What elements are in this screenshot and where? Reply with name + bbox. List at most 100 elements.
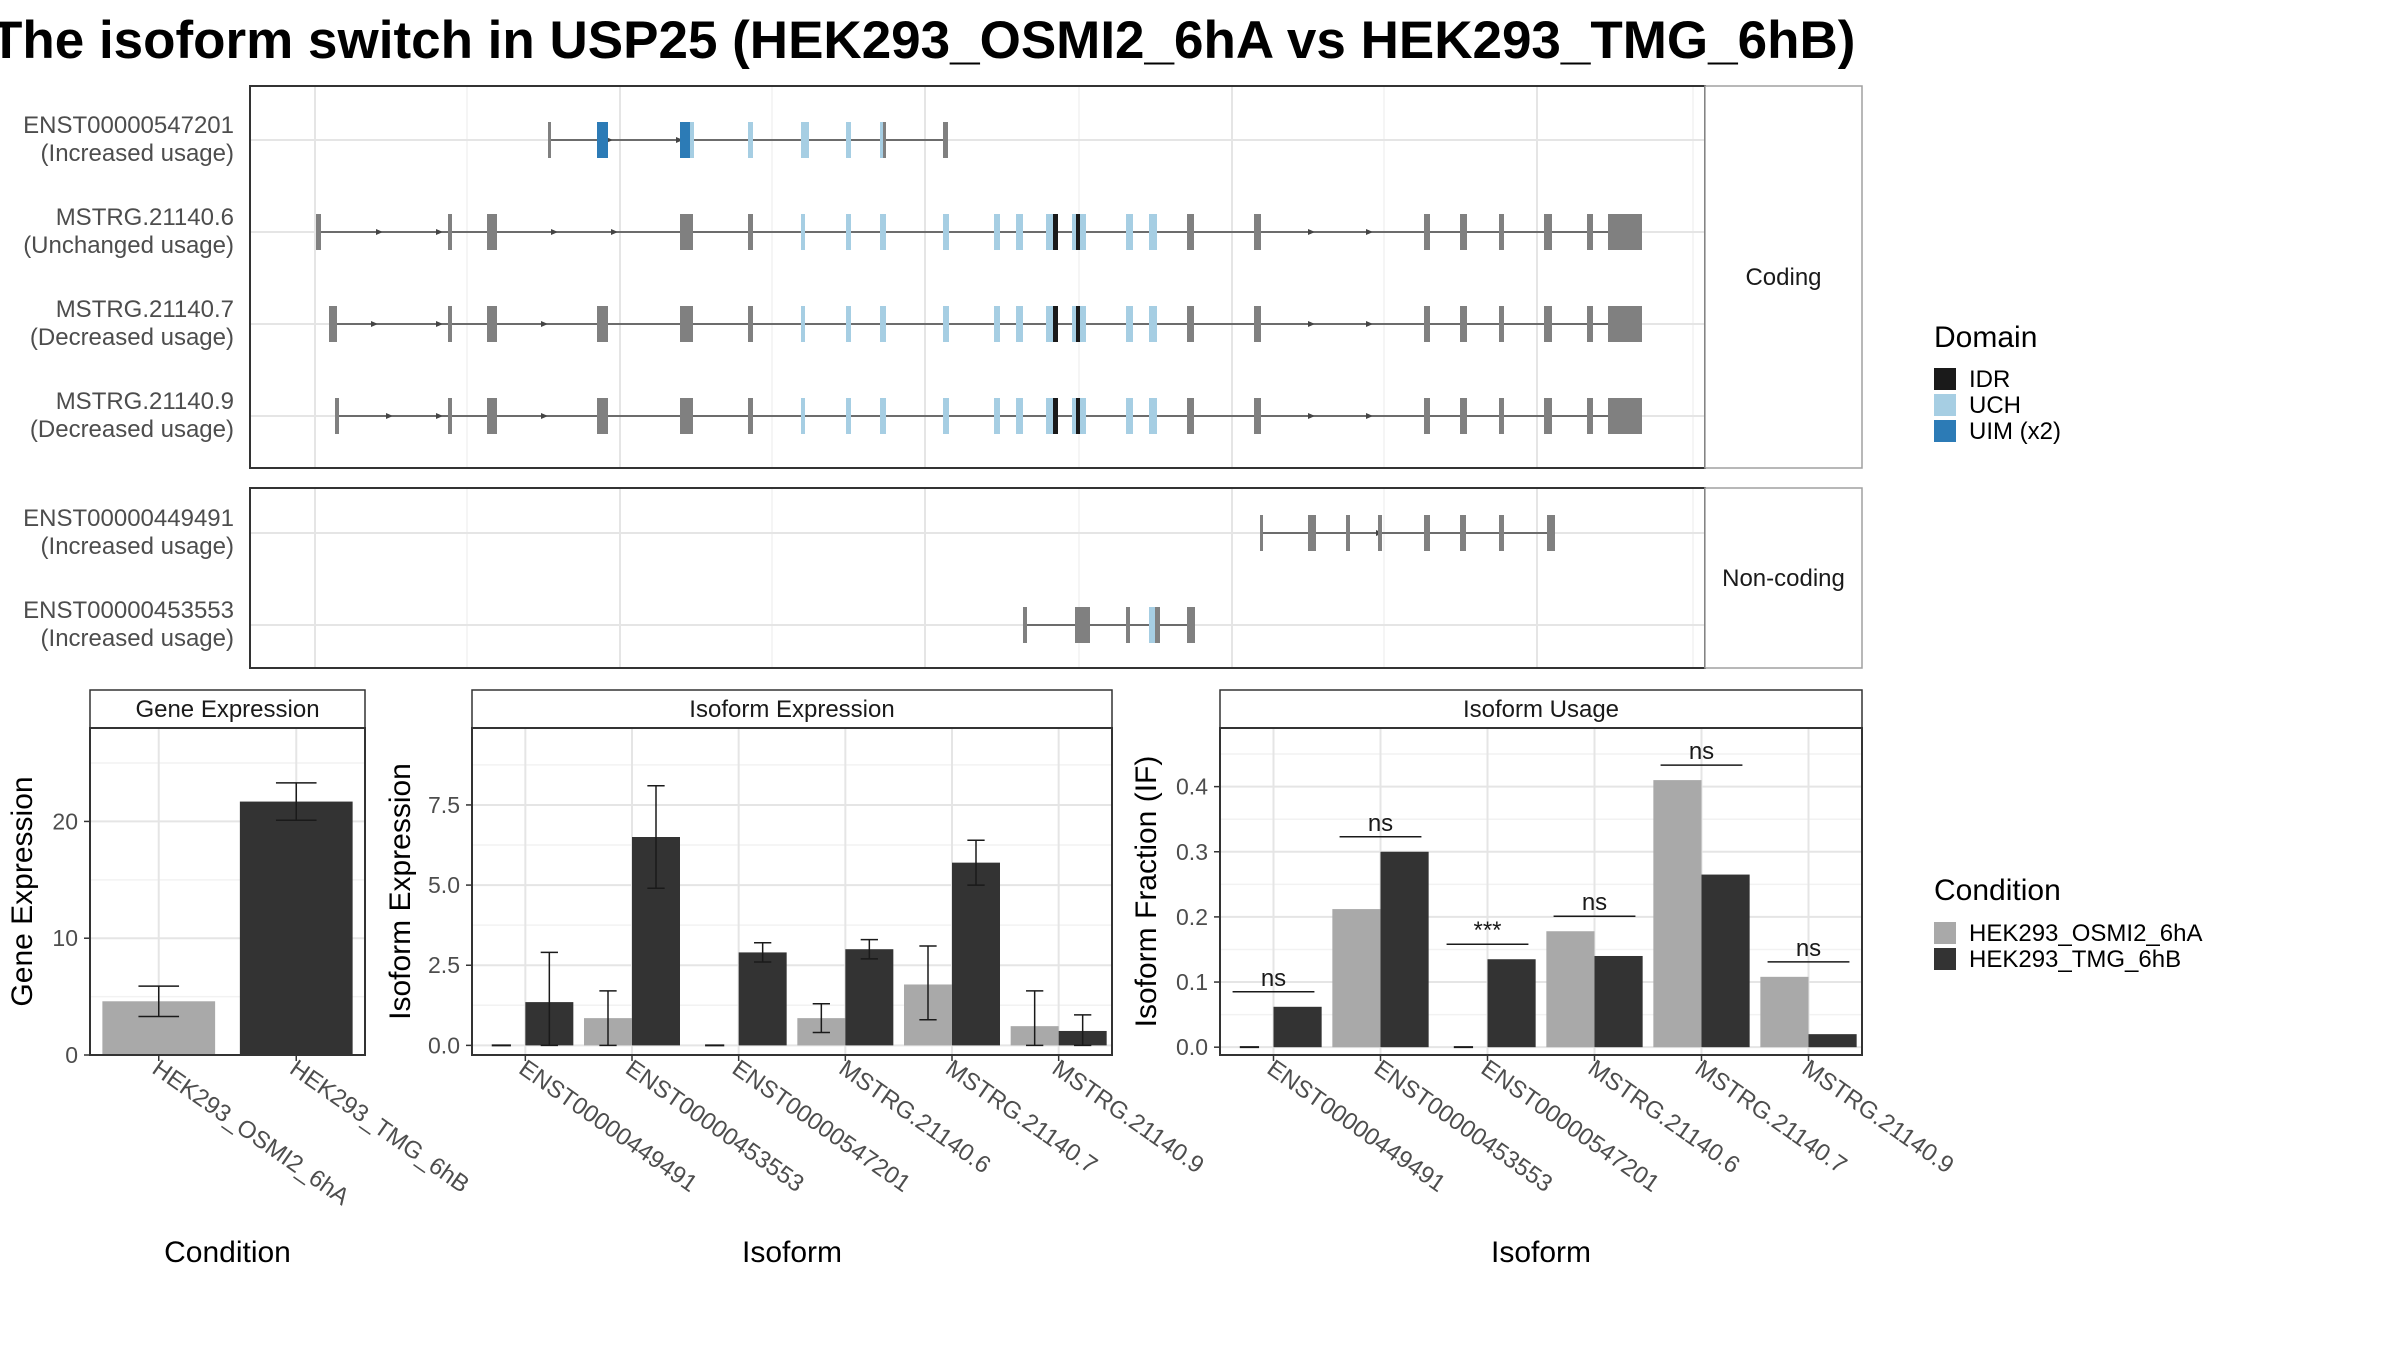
exon bbox=[1424, 398, 1430, 434]
exon bbox=[748, 398, 753, 434]
exon bbox=[680, 398, 693, 434]
x-tick-label: ENST00000449491 bbox=[1262, 1055, 1450, 1198]
uch-domain bbox=[801, 214, 805, 250]
uim-domain bbox=[597, 122, 608, 158]
exon bbox=[1346, 515, 1350, 551]
domain-legend-label: UCH bbox=[1969, 392, 2021, 419]
idr-domain bbox=[1053, 306, 1058, 342]
exon bbox=[1187, 306, 1194, 342]
exon bbox=[1254, 306, 1261, 342]
facet-background bbox=[250, 488, 1705, 668]
plot-background bbox=[472, 728, 1112, 1055]
x-tick-label: ENST00000453553 bbox=[621, 1055, 809, 1198]
uch-domain bbox=[1149, 306, 1157, 342]
significance-label: ns bbox=[1689, 738, 1714, 765]
transcript-usage-label: (Increased usage) bbox=[41, 625, 234, 652]
uch-domain bbox=[1046, 306, 1053, 342]
exon bbox=[1187, 214, 1194, 250]
significance-label: ns bbox=[1796, 935, 1821, 962]
exon bbox=[1460, 306, 1467, 342]
exon bbox=[448, 306, 452, 342]
panel-strip bbox=[471, 689, 1113, 729]
uch-domain bbox=[1072, 398, 1076, 434]
y-axis-title: Gene Expression bbox=[6, 776, 39, 1006]
panel-title: Gene Expression bbox=[135, 696, 319, 723]
direction-arrow bbox=[1308, 413, 1315, 419]
direction-arrow bbox=[541, 413, 548, 419]
transcript-label: ENST00000449491 bbox=[23, 505, 234, 532]
exon bbox=[1424, 306, 1430, 342]
uch-domain bbox=[880, 214, 886, 250]
panel-strip bbox=[89, 689, 366, 729]
bar bbox=[845, 949, 894, 1046]
bar bbox=[952, 862, 1000, 1046]
direction-arrow bbox=[541, 321, 548, 327]
transcript-usage-label: (Increased usage) bbox=[41, 140, 234, 167]
direction-arrow bbox=[1366, 321, 1373, 327]
bar bbox=[1380, 851, 1429, 1048]
transcript-label: MSTRG.21140.9 bbox=[56, 388, 234, 415]
transcript-label: MSTRG.21140.6 bbox=[56, 204, 234, 231]
condition-legend-key bbox=[1934, 922, 1956, 944]
bar bbox=[1653, 780, 1702, 1048]
significance-label: ns bbox=[1261, 965, 1286, 992]
exon bbox=[1075, 607, 1083, 643]
y-tick-label: 5.0 bbox=[428, 872, 460, 898]
panel-border bbox=[89, 727, 366, 1056]
y-tick-label: 0 bbox=[65, 1042, 78, 1068]
exon bbox=[1460, 398, 1467, 434]
exon bbox=[1608, 398, 1613, 434]
bar bbox=[1808, 1034, 1857, 1048]
exon bbox=[1424, 515, 1430, 551]
uch-domain bbox=[1080, 398, 1086, 434]
uch-domain bbox=[880, 122, 884, 158]
transcript-structure-plot: ENST00000547201(Increased usage) MSTRG.21… bbox=[23, 85, 1863, 669]
uch-domain bbox=[1046, 214, 1053, 250]
direction-arrow bbox=[1308, 229, 1315, 235]
exon bbox=[448, 214, 452, 250]
facet-background bbox=[250, 86, 1705, 468]
idr-domain bbox=[1076, 214, 1080, 250]
exon bbox=[1023, 607, 1027, 643]
exon bbox=[1187, 398, 1194, 434]
uch-domain bbox=[1149, 398, 1157, 434]
exon bbox=[1608, 214, 1613, 250]
exon bbox=[1587, 306, 1593, 342]
uch-domain bbox=[880, 398, 886, 434]
y-tick-label: 0.1 bbox=[1176, 969, 1208, 995]
utr-exon bbox=[1608, 306, 1642, 342]
exon bbox=[487, 306, 497, 342]
condition-legend-label: HEK293_OSMI2_6hA bbox=[1969, 920, 2202, 947]
y-tick-label: 10 bbox=[52, 925, 78, 951]
uch-domain bbox=[1016, 214, 1023, 250]
x-tick-label: ENST00000547201 bbox=[727, 1055, 915, 1198]
exon bbox=[1587, 214, 1593, 250]
exon bbox=[448, 398, 452, 434]
uch-domain bbox=[801, 398, 805, 434]
idr-domain bbox=[1076, 398, 1080, 434]
transcript-MSTRG.21140.9: MSTRG.21140.9(Decreased usage) bbox=[30, 388, 1642, 443]
exon bbox=[883, 122, 886, 158]
exon bbox=[316, 214, 321, 250]
isoform-expression-panel: Isoform Expression 0.0 2.5 5.0 7.5 ENST000004… bbox=[384, 689, 1209, 1269]
exon bbox=[1254, 214, 1261, 250]
condition-legend-title: Condition bbox=[1934, 874, 2061, 907]
exon bbox=[335, 398, 339, 434]
x-axis-title: Isoform bbox=[742, 1236, 842, 1269]
exon bbox=[1499, 306, 1504, 342]
transcript-MSTRG.21140.7: MSTRG.21140.7(Decreased usage) bbox=[30, 296, 1642, 351]
uch-domain bbox=[801, 122, 809, 158]
y-tick-label: 20 bbox=[52, 808, 78, 834]
isoform-usage-panel: Isoform Usage 0.0 0.1 0.2 0.3 0.4 ns ns *** ns ns n… bbox=[1130, 689, 1959, 1269]
y-axis-title: Isoform Expression bbox=[384, 763, 417, 1020]
y-tick-label: 0.2 bbox=[1176, 904, 1208, 930]
uch-domain bbox=[994, 214, 1000, 250]
exon bbox=[748, 214, 753, 250]
transcript-ENST00000449491: ENST00000449491(Increased usage) bbox=[23, 505, 1555, 560]
transcript-ENST00000547201: ENST00000547201(Increased usage) bbox=[23, 112, 948, 167]
uch-domain bbox=[846, 122, 851, 158]
facet-strip-label: Coding bbox=[1745, 264, 1821, 291]
domain-legend-key bbox=[1934, 420, 1956, 442]
transcript-usage-label: (Decreased usage) bbox=[30, 324, 234, 351]
